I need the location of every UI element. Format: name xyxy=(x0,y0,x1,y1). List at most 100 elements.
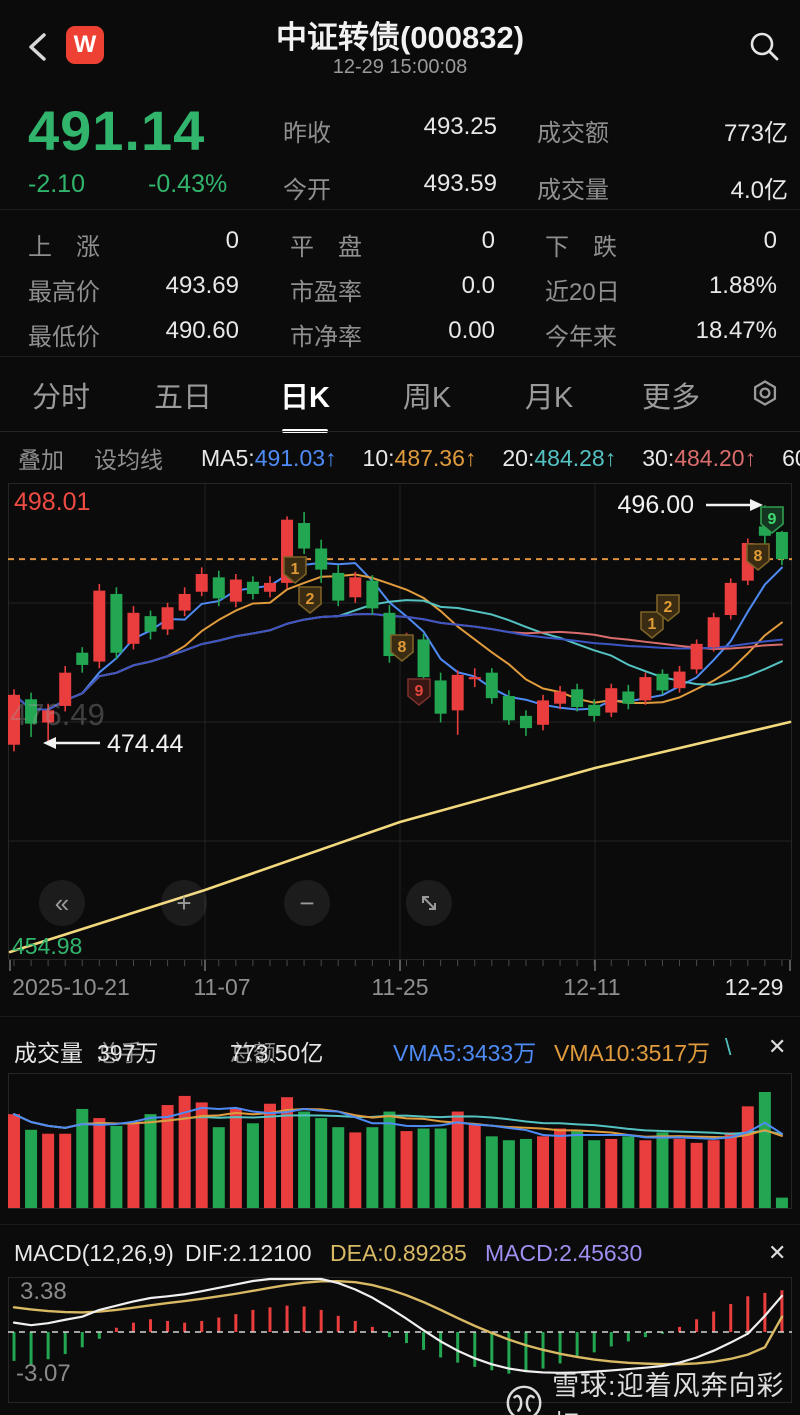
field-label: 今开 xyxy=(283,177,331,204)
volume-title: 成交量 xyxy=(14,1040,83,1066)
search-button[interactable] xyxy=(746,28,782,64)
svg-text:1: 1 xyxy=(648,616,657,633)
divider xyxy=(0,209,800,210)
svg-text:454.98: 454.98 xyxy=(12,933,82,959)
overlay-button[interactable]: 叠加 xyxy=(18,447,64,473)
vma10-readout: VMA10:3517万 xyxy=(554,1040,710,1066)
ma60-readout: 60:48 xyxy=(782,444,800,471)
quote-timestamp: 12-29 15:00:08 xyxy=(332,56,468,78)
stat-label: 市盈率 xyxy=(290,279,362,306)
macd-title: MACD(12,26,9) xyxy=(14,1240,174,1266)
date-tick-label: 12-29 xyxy=(724,974,784,1000)
field-value: 493.59 xyxy=(423,170,497,197)
search-icon xyxy=(750,32,779,61)
ma10-readout: 10:487.36↑ xyxy=(362,444,477,471)
divider xyxy=(0,1016,800,1017)
stat-value: 0 xyxy=(225,227,239,254)
page-title: 中证转债(000832) xyxy=(275,20,525,55)
svg-text:9: 9 xyxy=(415,683,424,700)
zoom-out-button[interactable]: − xyxy=(284,880,330,926)
svg-text:2: 2 xyxy=(306,591,315,608)
app-logo[interactable]: W xyxy=(66,26,104,64)
stat-label: 上 涨 xyxy=(28,234,100,261)
back-chevron-icon xyxy=(29,33,46,61)
svg-text:8: 8 xyxy=(754,548,763,565)
watermark: 雪球:迎着风奔向彩虹 xyxy=(505,1364,800,1415)
stats-row: 最高价 493.69 市盈率 0.0 近20日 1.88% xyxy=(0,272,800,306)
ma20-readout: 20:484.28↑ xyxy=(502,444,617,471)
dif-readout: DIF:2.12100 xyxy=(185,1240,312,1266)
gear-icon xyxy=(753,379,777,406)
stat-label: 最高价 xyxy=(28,279,100,306)
field-value: 4.0亿 xyxy=(730,177,788,204)
price-change: -2.10 xyxy=(28,170,85,198)
close-macd-panel-button[interactable]: ✕ xyxy=(768,1240,787,1265)
svg-text:8: 8 xyxy=(398,639,407,656)
quote-row-1: 昨收 493.25 成交额 773亿 xyxy=(0,113,800,147)
svg-text:3.38: 3.38 xyxy=(20,1278,67,1305)
price-change-percent: -0.43% xyxy=(148,170,228,198)
macd-chart[interactable]: 3.38 -3.07 xyxy=(8,1277,792,1403)
close-volume-panel-button[interactable]: ✕ xyxy=(768,1034,787,1059)
stat-label: 最低价 xyxy=(28,324,100,351)
stat-label: 下 跌 xyxy=(545,234,617,261)
tab-more[interactable]: 更多 xyxy=(641,382,700,414)
field-label: 昨收 xyxy=(283,120,331,147)
quote-row-2: 今开 493.59 成交量 4.0亿 xyxy=(0,170,800,204)
macd-legend: MACD(12,26,9) DIF:2.12100 DEA:0.89285 MA… xyxy=(0,1240,800,1278)
vma5-readout: VMA5:3433万 xyxy=(393,1040,537,1066)
stat-value: 1.88% xyxy=(708,272,777,299)
stats-row: 上 涨 0 平 盘 0 下 跌 0 xyxy=(0,227,800,261)
divider xyxy=(0,1224,800,1225)
volume-chart[interactable] xyxy=(8,1073,792,1209)
svg-text:474.44: 474.44 xyxy=(107,730,184,758)
tab-weekly-k[interactable]: 周K xyxy=(402,382,452,414)
back-button[interactable] xyxy=(22,28,56,66)
tab-minute[interactable]: 分时 xyxy=(31,382,90,414)
stat-value: 0.0 xyxy=(461,272,495,299)
volume-legend: 成交量 总手: 397万 总额: 773.50亿 VMA5:3433万 VMA10:… xyxy=(14,1034,787,1066)
zoom-in-button[interactable]: + xyxy=(161,880,207,926)
tab-daily-k[interactable]: 日K xyxy=(244,374,366,416)
fullscreen-button[interactable] xyxy=(406,880,452,926)
stat-label: 平 盘 xyxy=(290,234,362,261)
stat-value: 0 xyxy=(481,227,495,254)
field-label: 成交额 xyxy=(537,120,609,147)
kline-chart[interactable]: 1 2 8 9 1 2 8 9 498.01 454.98 476.49 496.00 474.44 «… xyxy=(8,483,792,975)
date-tick-label: 2025-10-21 xyxy=(12,974,130,1000)
macd-chart-canvas: 3.38 -3.07 xyxy=(8,1277,792,1403)
period-tab-bar: 分时 五日 日K 周K 月K 更多 xyxy=(0,362,800,428)
set-ma-button[interactable]: 设均线 xyxy=(94,447,163,473)
vma-extra-readout: \ xyxy=(725,1034,732,1060)
ma5-readout: MA5:491.03↑ xyxy=(201,444,337,471)
tab-monthly-k[interactable]: 月K xyxy=(524,382,574,414)
svg-text:1: 1 xyxy=(291,561,300,578)
watermark-text: 雪球:迎着风奔向彩虹 xyxy=(552,1371,785,1415)
field-value: 493.25 xyxy=(423,113,497,140)
stat-value: 0.00 xyxy=(448,317,495,344)
divider xyxy=(0,356,800,357)
stats-row: 最低价 490.60 市净率 0.00 今年来 18.47% xyxy=(0,317,800,351)
ma-indicator-bar: 叠加 设均线 MA5:491.03↑ 10:487.36↑ 20:484.28↑… xyxy=(0,438,800,478)
stat-value: 493.69 xyxy=(165,272,239,299)
svg-text:476.49: 476.49 xyxy=(10,697,105,732)
field-label: 成交量 xyxy=(537,177,609,204)
date-tick-label: 11-25 xyxy=(371,974,429,1000)
macd-readout: MACD:2.45630 xyxy=(485,1240,643,1266)
stat-label: 今年来 xyxy=(545,324,617,351)
svg-text:2: 2 xyxy=(664,599,673,616)
volume-chart-canvas xyxy=(8,1073,792,1209)
app-logo-letter: W xyxy=(73,31,97,58)
dea-readout: DEA:0.89285 xyxy=(330,1240,467,1266)
svg-text:9: 9 xyxy=(768,511,777,528)
ma30-readout: 30:484.20↑ xyxy=(642,444,757,471)
svg-text:496.00: 496.00 xyxy=(618,491,694,519)
stat-label: 市净率 xyxy=(290,324,362,351)
svg-text:498.01: 498.01 xyxy=(14,488,90,516)
chart-settings-button[interactable] xyxy=(732,378,798,413)
collapse-toolbar-button[interactable]: « xyxy=(39,880,85,926)
divider xyxy=(0,431,800,432)
tab-5day[interactable]: 五日 xyxy=(153,382,212,414)
